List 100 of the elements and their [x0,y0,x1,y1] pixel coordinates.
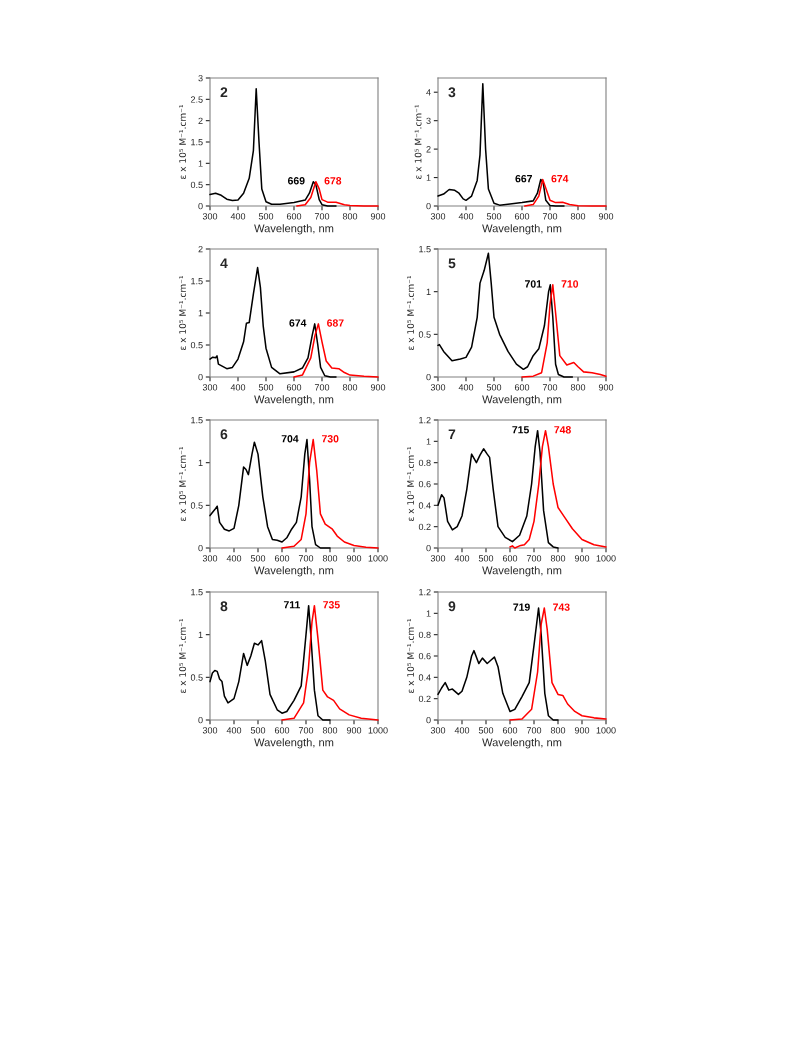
y-axis-title: ε x 10⁵ M⁻¹.cm⁻¹ [407,446,414,521]
y-tick-label: 1.2 [419,416,431,424]
y-tick-label: 0 [198,373,203,381]
y-tick-label: 1 [426,174,431,181]
y-tick-label: 3 [426,117,431,125]
x-tick-label: 500 [478,727,494,734]
annotation: 687 [327,319,344,327]
y-tick-label: 0.5 [418,331,431,338]
annotation: 701 [525,280,542,288]
x-tick-label: 500 [250,555,266,562]
x-tick-label: 700 [526,727,542,734]
x-tick-label: 300 [430,727,446,734]
x-tick-label: 900 [574,727,590,734]
y-tick-label: 1.5 [191,417,203,424]
text: 2 [220,87,228,98]
x-tick-label: 600 [514,213,530,220]
x-tick-label: 300 [430,213,446,220]
x-tick-label: 900 [574,555,590,562]
y-tick-label: 1 [426,288,431,295]
x-tick-label: 800 [342,213,358,220]
x-tick-label: 500 [258,213,274,220]
x-tick-label: 300 [202,384,218,391]
x-tick-label: 600 [502,727,518,734]
x-axis-title: Wavelength, nm [482,395,562,406]
y-axis-title: ε x 10⁵ M⁻¹.cm⁻¹ [179,446,186,521]
x-axis-title: Wavelength, nm [254,395,334,406]
x-tick-label: 700 [314,213,330,220]
y-tick-label: 0 [198,202,203,210]
x-tick-label: 900 [346,555,362,562]
x-tick-label: 900 [370,384,386,391]
x-tick-label: 900 [598,384,614,391]
x-tick-label: 900 [346,727,362,734]
y-tick-label: 2 [198,117,203,124]
y-tick-label: 1 [198,160,203,167]
y-tick-label: 0.5 [190,674,203,681]
annotation: 710 [561,280,579,288]
y-axis-title: ε x 10⁵ M⁻¹.cm⁻¹ [179,275,186,350]
annotation: 704 [281,435,299,443]
y-tick-label: 0.8 [418,631,431,639]
y-tick-label: 0.4 [418,502,431,509]
x-tick-label: 500 [486,213,502,220]
x-tick-label: 700 [542,213,558,220]
y-tick-label: 1 [198,459,203,466]
text: 9 [448,601,456,612]
y-tick-label: 0 [426,544,431,552]
x-tick-label: 800 [550,727,566,734]
y-tick-label: 1.5 [191,139,203,146]
y-tick-label: 1 [198,631,203,638]
x-tick-label: 700 [526,555,542,562]
x-tick-label: 700 [298,555,314,562]
y-axis-title: ε x 10⁵ M⁻¹.cm⁻¹ [179,104,186,179]
y-tick-label: 0.6 [418,652,431,660]
x-tick-label: 500 [250,727,266,734]
x-tick-label: 300 [430,555,446,562]
annotation: 669 [287,177,305,185]
y-tick-label: 0 [426,373,431,381]
annotation: 719 [513,603,530,611]
y-tick-label: 3 [198,74,203,82]
x-tick-label: 400 [230,384,246,391]
y-tick-label: 0 [426,202,431,210]
x-tick-label: 800 [322,555,338,562]
text: 4 [220,258,228,269]
x-tick-label: 300 [202,213,218,220]
y-tick-label: 0.4 [418,674,431,681]
y-axis-title: ε x 10⁵ M⁻¹.cm⁻¹ [407,618,414,693]
y-tick-label: 0.2 [418,523,431,531]
x-tick-label: 600 [286,213,302,220]
x-tick-label: 400 [226,555,242,562]
x-tick-label: 800 [342,384,358,391]
x-tick-label: 500 [478,555,494,562]
y-tick-label: 0 [198,544,203,552]
x-tick-label: 1000 [596,727,616,734]
x-tick-label: 1000 [368,555,388,562]
y-tick-label: 0 [426,716,431,724]
y-tick-label: 0.6 [418,480,431,488]
x-tick-label: 800 [570,384,586,391]
text: 7 [448,429,456,440]
x-tick-label: 700 [298,727,314,734]
x-tick-label: 300 [430,384,446,391]
annotation: 667 [515,174,532,183]
annotation: 748 [554,426,571,434]
y-tick-label: 0.5 [190,502,203,509]
y-tick-label: 1 [426,438,431,445]
annotation: 674 [289,319,307,327]
x-tick-label: 800 [550,555,566,562]
x-tick-label: 800 [322,727,338,734]
x-tick-label: 300 [202,555,218,562]
x-tick-label: 600 [286,384,302,391]
x-tick-label: 400 [230,213,246,220]
x-tick-label: 600 [274,555,290,562]
x-tick-label: 400 [226,727,242,734]
x-axis-title: Wavelength, nm [482,566,562,577]
x-tick-label: 600 [514,384,530,391]
y-tick-label: 1.5 [191,589,203,596]
y-tick-label: 1.5 [191,278,203,285]
x-tick-label: 400 [458,384,474,391]
y-tick-label: 0.8 [418,459,431,467]
x-tick-label: 1000 [368,727,388,734]
y-tick-label: 2 [426,146,431,153]
x-tick-label: 600 [274,727,290,734]
